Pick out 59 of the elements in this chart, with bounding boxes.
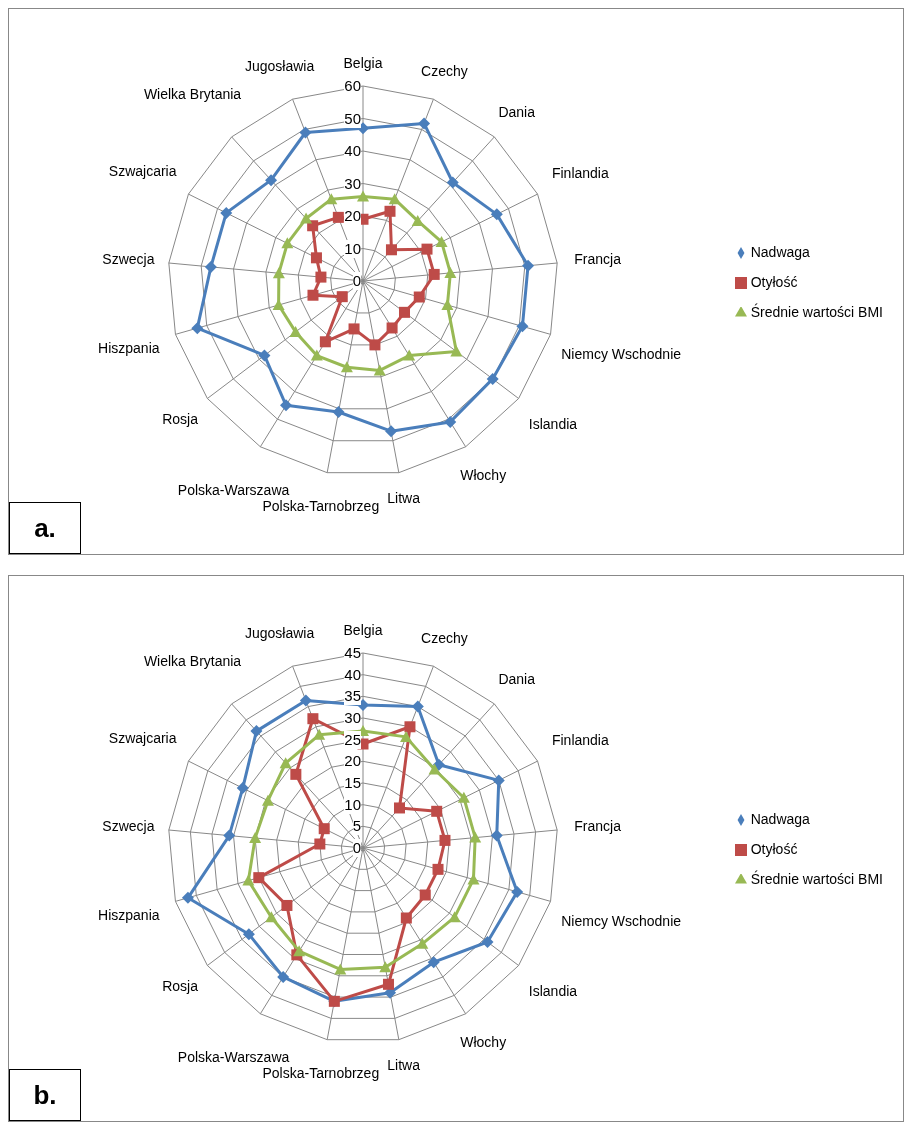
legend-label: Otyłość — [750, 840, 798, 857]
spoke-label: Litwa — [387, 1057, 421, 1074]
spoke-label: Finlandia — [551, 731, 609, 748]
y-tick-label: 0 — [352, 839, 361, 857]
legend-label: Nadwaga — [750, 243, 810, 260]
spoke-label: Wielka Brytania — [143, 653, 242, 669]
spoke-label: Szwajcaria — [108, 730, 177, 747]
spoke-label: Francja — [574, 251, 622, 268]
y-tick-label: 10 — [344, 795, 361, 814]
spoke-label: Litwa — [387, 490, 421, 507]
text: b. — [9, 1069, 81, 1121]
legend-label: Nadwaga — [750, 810, 810, 827]
spoke-label: Jugosławia — [245, 57, 315, 74]
spoke-label: Niemcy Wschodnie — [561, 346, 682, 363]
y-tick-label: 30 — [344, 709, 361, 727]
y-tick-label: 10 — [344, 239, 361, 258]
y-tick-label: 35 — [344, 687, 361, 706]
y-tick-label: 25 — [344, 730, 361, 749]
spoke-label: Hiszpania — [98, 906, 160, 923]
spoke-label: Szwecja — [102, 818, 155, 835]
spoke-label: Jugosławia — [245, 624, 315, 641]
legend-label: Średnie wartości BMI — [750, 303, 883, 320]
y-tick-label: 40 — [344, 142, 361, 160]
spoke-label: Polska-Tarnobrzeg — [262, 1065, 380, 1082]
spoke-label: Dania — [498, 671, 536, 688]
y-tick-label: 20 — [344, 207, 361, 225]
spoke-label: Czechy — [421, 629, 468, 646]
spoke-label: Szwajcaria — [108, 163, 177, 180]
spoke-label: Dania — [498, 104, 536, 121]
y-tick-label: 20 — [344, 752, 361, 771]
spoke-label: Hiszpania — [98, 339, 160, 356]
y-tick-label: 15 — [344, 774, 361, 792]
spoke-label: Rosja — [162, 411, 199, 428]
spoke-label: Polska-Warszawa — [177, 482, 290, 499]
y-tick-label: 0 — [352, 272, 361, 290]
spoke-label: Finlandia — [551, 164, 609, 181]
spoke-label: Niemcy Wschodnie — [561, 913, 682, 930]
spoke-label: Belgia — [343, 622, 383, 638]
spoke-label: Czechy — [421, 62, 468, 79]
spoke-label: Polska-Tarnobrzeg — [262, 498, 380, 515]
y-tick-label: 40 — [344, 665, 361, 684]
spoke-label: Rosja — [162, 978, 199, 995]
y-tick-label: 30 — [344, 174, 361, 193]
legend-label: Otyłość — [750, 273, 798, 290]
spoke-label: Belgia — [343, 55, 383, 71]
spoke-label: Włochy — [460, 1034, 507, 1051]
spoke-label: Szwecja — [102, 251, 155, 268]
spoke-label: Francja — [574, 818, 622, 835]
text: a. — [9, 502, 81, 554]
y-tick-label: 50 — [344, 109, 361, 128]
y-tick-label: 45 — [344, 644, 361, 662]
spoke-label: Włochy — [460, 467, 507, 484]
spoke-label: Islandia — [528, 983, 578, 1000]
legend-label: Średnie wartości BMI — [750, 870, 883, 887]
spoke-label: Wielka Brytania — [143, 86, 242, 102]
spoke-label: Islandia — [528, 416, 578, 433]
y-tick-label: 60 — [344, 77, 361, 95]
y-tick-label: 5 — [352, 817, 361, 836]
spoke-label: Polska-Warszawa — [177, 1049, 290, 1066]
